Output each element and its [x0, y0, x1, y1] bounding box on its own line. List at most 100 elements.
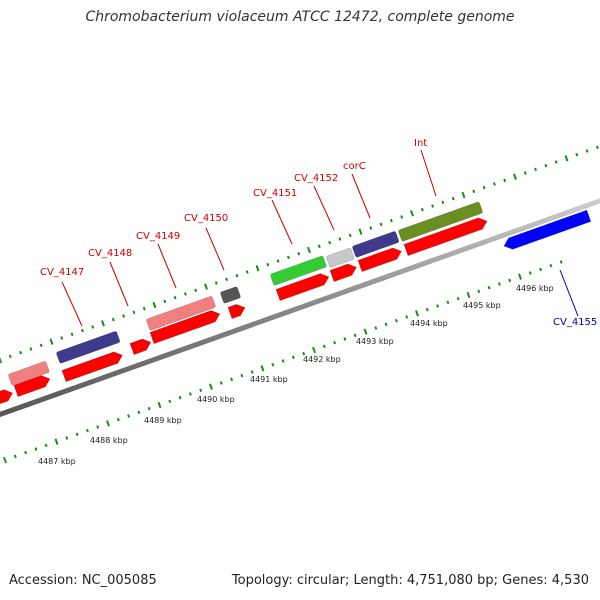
scale-labels: 4487 kbp 4488 kbp 4489 kbp 4490 kbp 4491 kbp…: [38, 284, 554, 466]
outer-tick: [183, 292, 187, 296]
outer-tick: [152, 301, 157, 309]
leader-line: [61, 281, 83, 327]
gene-arrow: [503, 209, 592, 250]
outer-tick: [431, 204, 435, 208]
map-title: Chromobacterium violaceum ATCC 12472, co…: [85, 9, 515, 25]
cog-feature: [8, 361, 50, 386]
outer-tick: [585, 149, 589, 153]
outer-tick: [410, 210, 414, 217]
gene-label: CV_4149: [136, 231, 180, 242]
inner-tick: [13, 454, 17, 459]
inner-tick: [466, 291, 471, 299]
outer-tick: [214, 281, 218, 285]
inner-tick: [260, 365, 265, 372]
gene-arrow: [275, 273, 330, 302]
outer-tick: [503, 178, 507, 183]
outer-tick: [389, 218, 393, 223]
scale-label: 4495 kbp: [463, 301, 501, 310]
outer-tick: [338, 237, 342, 241]
gene-arrow: [0, 389, 14, 408]
cog-feature-track: [8, 201, 483, 386]
scale-label: 4488 kbp: [90, 436, 128, 445]
inner-tick: [168, 399, 172, 404]
inner-tick: [209, 383, 213, 390]
leader-line: [109, 261, 129, 307]
gene-arrow: [129, 338, 152, 356]
outer-tick: [420, 207, 424, 212]
outer-tick: [317, 244, 321, 249]
gene-label: CV_4147: [40, 267, 84, 278]
outer-tick: [235, 273, 239, 278]
inner-tick: [127, 414, 131, 418]
inner-tick: [188, 392, 192, 396]
inner-tick: [374, 326, 378, 330]
inner-tick: [436, 304, 440, 308]
outer-tick: [60, 336, 64, 340]
scale-label: 4487 kbp: [38, 457, 76, 466]
outer-tick: [534, 167, 538, 172]
outer-tick: [111, 317, 115, 322]
gene-arrow: [227, 304, 246, 320]
outer-tick: [0, 356, 2, 364]
outer-tick: [492, 182, 496, 186]
leader-line: [205, 227, 225, 271]
inner-tick: [116, 417, 120, 422]
outer-tick: [482, 185, 486, 190]
inner-tick: [291, 355, 295, 360]
inner-tick: [302, 351, 306, 356]
outer-tick: [163, 299, 167, 304]
inner-tick: [106, 420, 110, 427]
gene-label: CV_4148: [88, 248, 132, 259]
inner-tick: [456, 296, 460, 301]
outer-tick: [523, 171, 527, 175]
outer-tick: [297, 251, 301, 256]
gene-arrow-track: [0, 209, 592, 408]
outer-tick: [554, 160, 558, 164]
genome-backbone: [0, 198, 600, 418]
outer-tick: [173, 295, 177, 300]
inner-tick: [394, 318, 398, 323]
cog-feature: [270, 255, 327, 286]
outer-tick: [29, 347, 33, 351]
gene-label: CV_4150: [184, 213, 228, 224]
gene-arrow: [13, 375, 51, 398]
cog-feature: [56, 331, 121, 364]
outer-tick: [101, 320, 105, 327]
scale-label: 4492 kbp: [303, 355, 341, 364]
leader-line: [559, 269, 579, 317]
outer-tick: [19, 350, 23, 355]
inner-tick: [230, 377, 234, 382]
scale-label: 4493 kbp: [356, 337, 394, 346]
gene-label: corC: [343, 161, 366, 172]
inner-tick: [508, 278, 512, 283]
inner-tick: [353, 333, 357, 338]
outer-tick: [348, 233, 352, 238]
inner-tick: [528, 271, 532, 275]
gene-arrow: [329, 263, 357, 283]
outer-tick: [266, 262, 270, 267]
outer-tick: [369, 226, 373, 230]
outer-tick: [142, 306, 146, 311]
outer-tick: [379, 222, 383, 227]
leader-line: [271, 199, 293, 245]
inner-tick: [333, 340, 337, 345]
inner-tick: [24, 450, 28, 455]
inner-tick: [250, 370, 254, 374]
gene-label: CV_4152: [294, 173, 338, 184]
scale-label: 4490 kbp: [197, 395, 235, 404]
inner-tick: [549, 263, 553, 268]
inner-tick: [157, 401, 162, 409]
inner-tick-ring: [3, 260, 563, 464]
outer-tick: [39, 343, 43, 348]
outer-tick: [122, 314, 126, 318]
outer-tick: [564, 155, 569, 162]
inner-tick: [539, 267, 543, 272]
outer-tick: [225, 277, 229, 282]
inner-tick: [405, 315, 409, 319]
outer-tick: [49, 338, 54, 345]
inner-tick: [199, 388, 203, 393]
outer-tick: [461, 191, 466, 199]
inner-tick: [425, 307, 429, 312]
outer-tick: [472, 189, 476, 194]
